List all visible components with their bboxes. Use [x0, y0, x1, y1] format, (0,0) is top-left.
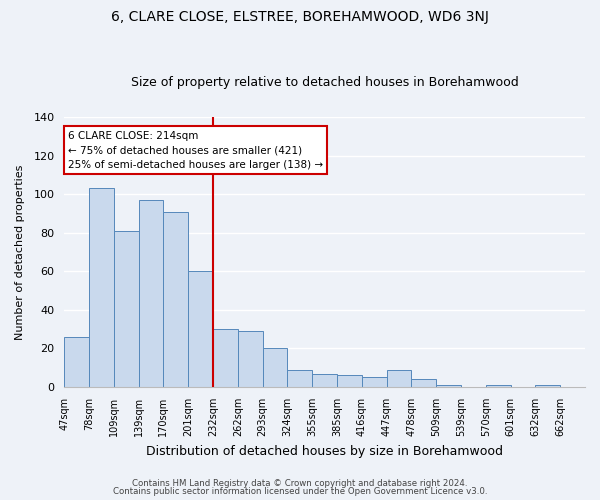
X-axis label: Distribution of detached houses by size in Borehamwood: Distribution of detached houses by size …	[146, 444, 503, 458]
Bar	[213, 329, 238, 387]
Text: Contains HM Land Registry data © Crown copyright and database right 2024.: Contains HM Land Registry data © Crown c…	[132, 478, 468, 488]
Bar	[337, 376, 362, 387]
Y-axis label: Number of detached properties: Number of detached properties	[15, 164, 25, 340]
Title: Size of property relative to detached houses in Borehamwood: Size of property relative to detached ho…	[131, 76, 518, 90]
Bar	[139, 200, 163, 387]
Bar	[188, 272, 213, 387]
Bar	[386, 370, 412, 387]
Bar	[163, 212, 188, 387]
Text: Contains public sector information licensed under the Open Government Licence v3: Contains public sector information licen…	[113, 487, 487, 496]
Text: 6 CLARE CLOSE: 214sqm
← 75% of detached houses are smaller (421)
25% of semi-det: 6 CLARE CLOSE: 214sqm ← 75% of detached …	[68, 130, 323, 170]
Bar	[412, 380, 436, 387]
Bar	[535, 385, 560, 387]
Bar	[238, 331, 263, 387]
Bar	[486, 385, 511, 387]
Bar	[312, 374, 337, 387]
Bar	[89, 188, 114, 387]
Bar	[362, 378, 386, 387]
Text: 6, CLARE CLOSE, ELSTREE, BOREHAMWOOD, WD6 3NJ: 6, CLARE CLOSE, ELSTREE, BOREHAMWOOD, WD…	[111, 10, 489, 24]
Bar	[64, 337, 89, 387]
Bar	[114, 231, 139, 387]
Bar	[436, 385, 461, 387]
Bar	[287, 370, 312, 387]
Bar	[263, 348, 287, 387]
